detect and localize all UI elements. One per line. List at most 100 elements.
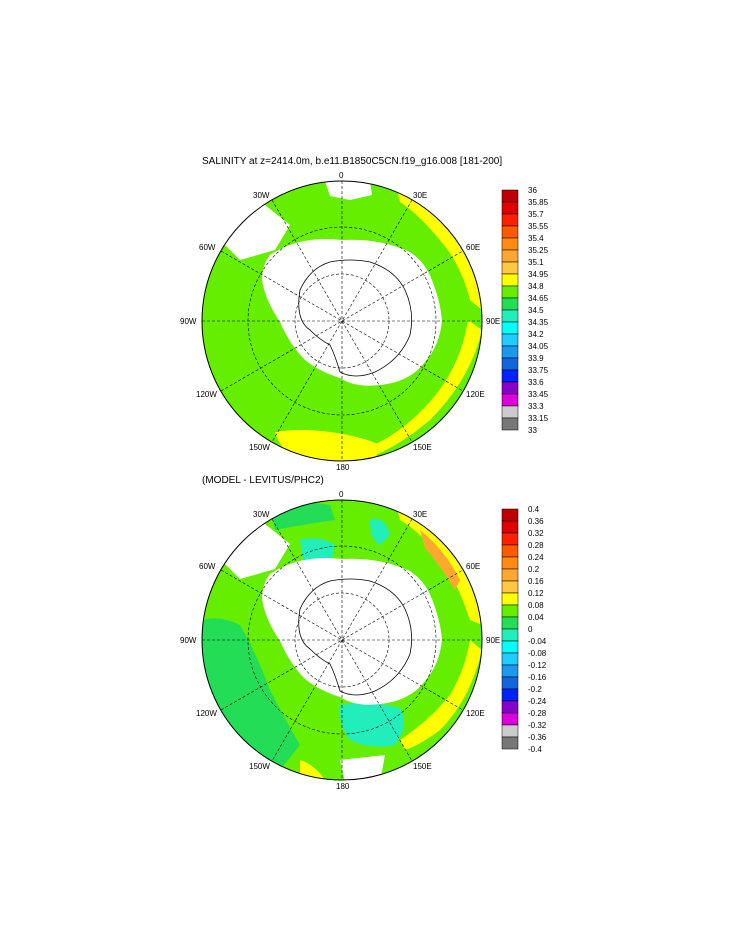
antarctica-coastline — [298, 578, 413, 696]
longitude-labels: 0 30E 60E 90E 120E 150E 180 150W 120W 90… — [180, 490, 500, 791]
colorbar-label: 34.65 — [528, 294, 549, 303]
colorbar-swatch — [501, 321, 519, 335]
lon-label-30w: 30W — [253, 510, 270, 519]
colorbar-swatch — [501, 393, 519, 407]
lon-label-0: 0 — [339, 171, 344, 180]
colorbar-swatch — [501, 213, 519, 227]
colorbar-swatch — [501, 652, 519, 666]
colorbar-swatch — [501, 381, 519, 395]
lon-label-150w: 150W — [249, 443, 270, 452]
colorbar-swatch — [501, 604, 519, 618]
colorbar-label: 35.55 — [528, 222, 549, 231]
colorbar-label: -0.12 — [528, 661, 547, 670]
colorbar-swatch — [501, 189, 519, 203]
colorbar-swatch — [501, 297, 519, 311]
colorbar-label: 33.75 — [528, 366, 549, 375]
colorbar-swatch — [501, 237, 519, 251]
lon-label-120w: 120W — [196, 709, 217, 718]
colorbar-swatch — [501, 568, 519, 582]
lon-label-30e: 30E — [413, 191, 427, 200]
colorbar-swatch — [501, 700, 519, 714]
colorbar-swatch — [501, 676, 519, 690]
lon-label-120e: 120E — [466, 390, 485, 399]
colorbar-swatch — [501, 520, 519, 534]
map-graticule — [202, 500, 482, 780]
lon-label-90e: 90E — [486, 636, 500, 645]
land-patch-north — [325, 181, 372, 200]
colorbar-label: 0 — [528, 625, 533, 634]
negative-patch-northeast — [370, 519, 390, 545]
colorbar-label: -0.36 — [528, 733, 547, 742]
lon-label-60w: 60W — [199, 562, 216, 571]
lon-label-150e: 150E — [413, 762, 432, 771]
lon-label-0: 0 — [339, 490, 344, 499]
colorbar-swatch — [501, 580, 519, 594]
colorbar-label: -0.08 — [528, 649, 547, 658]
colorbar-label: 0.04 — [528, 613, 544, 622]
colorbar-label: 33.6 — [528, 378, 544, 387]
colorbar-swatch — [501, 664, 519, 678]
lon-label-120w: 120W — [196, 390, 217, 399]
colorbar-swatch — [501, 508, 519, 522]
colorbar-label: 34.5 — [528, 306, 544, 315]
lon-label-60e: 60E — [466, 243, 480, 252]
colorbar-label: 35.85 — [528, 198, 549, 207]
colorbar: 36 35.85 35.7 35.55 35.4 35.25 35.1 34.95 34.8 34… — [501, 186, 549, 435]
negative-patch-south — [339, 703, 404, 747]
colorbar-label: -0.24 — [528, 697, 547, 706]
colorbar-swatch — [501, 628, 519, 642]
colorbar-label: -0.16 — [528, 673, 547, 682]
colorbar-label: 33.9 — [528, 354, 544, 363]
colorbar-label: 0.4 — [528, 505, 540, 514]
colorbar-label: 34.8 — [528, 282, 544, 291]
high-salinity-southeast — [372, 320, 482, 455]
colorbar-label: 35.25 — [528, 246, 549, 255]
lon-label-30e: 30E — [413, 510, 427, 519]
colorbar-label: 36 — [528, 186, 537, 195]
map-graticule — [202, 181, 482, 461]
colorbar-swatch — [501, 285, 519, 299]
colorbar-swatch — [501, 544, 519, 558]
lon-label-90e: 90E — [486, 317, 500, 326]
colorbar-label: -0.04 — [528, 637, 547, 646]
high-salinity-south — [275, 430, 380, 461]
lon-label-90w: 90W — [180, 317, 197, 326]
colorbar-label: 35.7 — [528, 210, 544, 219]
colorbar: 0.4 0.36 0.32 0.28 0.24 0.2 0.16 0.12 0.08 0.04 0 -… — [501, 505, 547, 754]
colorbar-swatch — [501, 616, 519, 630]
colorbar-label: 33.3 — [528, 402, 544, 411]
lon-label-150w: 150W — [249, 762, 270, 771]
lon-label-180: 180 — [336, 463, 350, 472]
colorbar-label: 0.16 — [528, 577, 544, 586]
colorbar-label: 0.08 — [528, 601, 544, 610]
colorbar-swatch — [501, 417, 519, 431]
colorbar-label: 34.95 — [528, 270, 549, 279]
colorbar-swatch — [501, 249, 519, 263]
colorbar-swatch — [501, 724, 519, 738]
colorbar-label: 33.45 — [528, 390, 549, 399]
colorbar-swatch — [501, 333, 519, 347]
colorbar-label: 0.2 — [528, 565, 540, 574]
colorbar-swatch — [501, 345, 519, 359]
lon-label-60w: 60W — [199, 243, 216, 252]
colorbar-swatch — [501, 532, 519, 546]
high-salinity-east — [395, 181, 482, 310]
colorbar-label: 33.15 — [528, 414, 549, 423]
lon-label-150e: 150E — [413, 443, 432, 452]
colorbar-label: 34.2 — [528, 330, 544, 339]
panel-title: SALINITY at z=2414.0m, b.e11.B1850C5CN.f… — [202, 156, 502, 167]
colorbar-label: 0.24 — [528, 553, 544, 562]
colorbar-label: -0.4 — [528, 745, 542, 754]
panel-title: (MODEL - LEVITUS/PHC2) — [202, 475, 324, 486]
colorbar-swatch — [501, 712, 519, 726]
colorbar-label: -0.28 — [528, 709, 547, 718]
colorbar-swatch — [501, 273, 519, 287]
positive-band-east — [395, 500, 482, 625]
positive-band-southeast — [400, 640, 482, 750]
positive-patch-orange — [420, 530, 460, 590]
lon-label-120e: 120E — [466, 709, 485, 718]
map-boundary — [201, 180, 483, 462]
colorbar-label: 34.35 — [528, 318, 549, 327]
antarctica-coastline — [298, 259, 413, 377]
